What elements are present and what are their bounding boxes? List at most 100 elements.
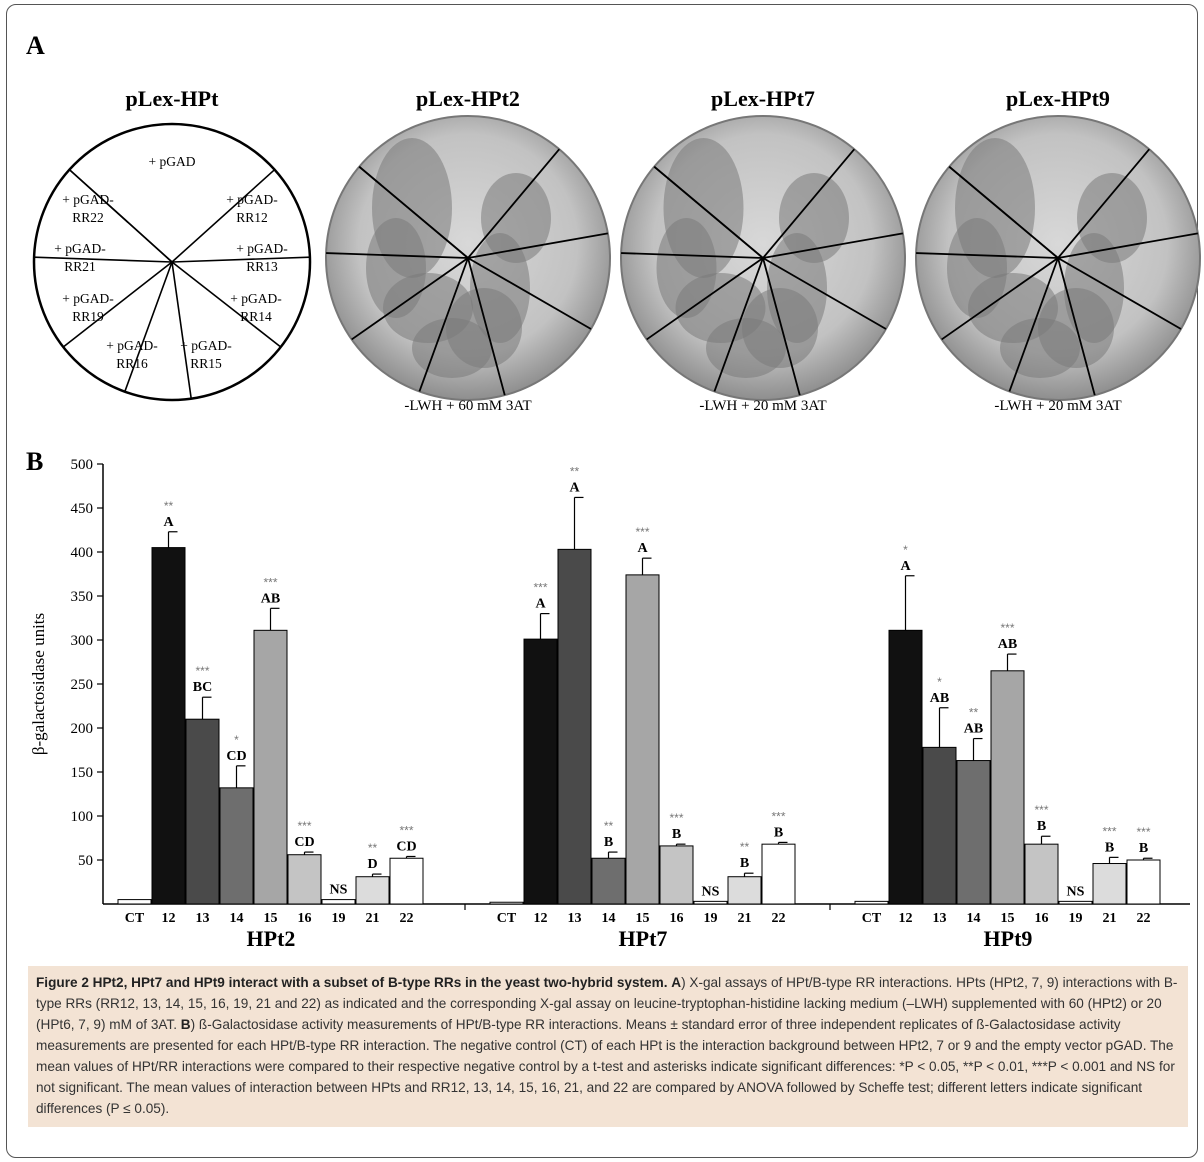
significance-stars: *** xyxy=(669,811,683,825)
bar xyxy=(990,670,1025,905)
significance-letter: NS xyxy=(702,884,720,899)
significance-stars: ** xyxy=(969,706,979,720)
colony-growth xyxy=(481,173,551,263)
y-tick-label: 500 xyxy=(71,457,94,473)
significance-stars: * xyxy=(903,543,908,557)
significance-stars: *** xyxy=(533,581,547,595)
plate-divider xyxy=(1057,232,1198,259)
bar xyxy=(287,854,322,905)
bar xyxy=(854,900,889,905)
x-tick-label: 22 xyxy=(400,911,414,926)
y-tick-label: 450 xyxy=(71,501,94,517)
plate-divider xyxy=(762,232,903,259)
significance-stars: *** xyxy=(263,575,277,589)
x-tick-label: CT xyxy=(125,911,145,926)
sector-divider xyxy=(34,256,173,263)
significance-letter: B xyxy=(774,825,783,840)
y-axis-label: β-galactosidase units xyxy=(29,613,48,755)
bar xyxy=(321,899,356,905)
bar xyxy=(557,548,592,905)
x-tick-label: 21 xyxy=(738,911,752,926)
sector-label: + pGAD-RR19 xyxy=(62,291,114,324)
y-tick-label: 150 xyxy=(71,765,94,781)
significance-letter: B xyxy=(1139,841,1148,856)
x-tick-label: 13 xyxy=(196,911,210,926)
y-tick-label: 250 xyxy=(71,677,94,693)
caption-b-text: ) ß-Galactosidase activity measurements … xyxy=(36,1017,1175,1116)
colony-growth xyxy=(1000,318,1080,378)
bar xyxy=(888,629,923,905)
x-tick-label: 21 xyxy=(366,911,380,926)
plate-divider xyxy=(1057,148,1150,259)
sector-divider xyxy=(68,169,173,263)
bar xyxy=(591,857,626,905)
bar xyxy=(659,845,694,905)
plate-divider xyxy=(646,257,764,341)
bar xyxy=(151,547,186,905)
sector-label: + pGAD-RR22 xyxy=(62,192,114,225)
y-tick-label: 200 xyxy=(71,721,94,737)
sector-divider xyxy=(62,261,173,348)
plate-divider xyxy=(762,257,801,396)
significance-stars: * xyxy=(234,733,239,747)
significance-stars: ** xyxy=(604,819,614,833)
significance-stars: *** xyxy=(1136,825,1150,839)
x-tick-label: 13 xyxy=(568,911,582,926)
significance-stars: *** xyxy=(297,819,311,833)
colony-growth xyxy=(366,218,426,318)
sector-divider xyxy=(171,169,276,263)
significance-stars: *** xyxy=(771,809,785,823)
x-tick-label: 22 xyxy=(1137,911,1151,926)
significance-letter: CD xyxy=(294,835,314,850)
x-tick-label: CT xyxy=(862,911,882,926)
sector-divider xyxy=(171,261,192,399)
sector-divider xyxy=(124,261,173,392)
plate-divider xyxy=(467,148,560,259)
x-tick-label: 15 xyxy=(636,911,650,926)
significance-letter: NS xyxy=(1067,884,1085,899)
plate-divider xyxy=(1057,257,1096,396)
x-tick-label: 19 xyxy=(704,911,718,926)
colony-growth xyxy=(1077,173,1147,263)
significance-stars: *** xyxy=(1034,803,1048,817)
significance-letter: AB xyxy=(998,637,1017,652)
x-tick-label: 13 xyxy=(933,911,947,926)
significance-letter: B xyxy=(604,835,613,850)
x-tick-label: 12 xyxy=(899,911,913,926)
plate-divider xyxy=(1057,257,1182,330)
significance-letter: A xyxy=(163,515,174,530)
significance-stars: ** xyxy=(570,464,580,478)
group-label: HPt9 xyxy=(984,926,1033,951)
plate-divider xyxy=(358,166,469,259)
panel-a-label: A xyxy=(26,31,45,60)
bar xyxy=(625,574,660,905)
x-tick-label: 15 xyxy=(264,911,278,926)
x-tick-label: 16 xyxy=(670,911,684,926)
x-tick-label: CT xyxy=(497,911,517,926)
colony-growth xyxy=(947,218,1007,318)
significance-stars: ** xyxy=(740,840,750,854)
sector-label: + pGAD-RR12 xyxy=(226,192,278,225)
plate-divider xyxy=(948,166,1059,259)
sector-label: + pGAD-RR16 xyxy=(106,338,158,371)
significance-letter: A xyxy=(637,541,648,556)
significance-letter: AB xyxy=(261,591,280,606)
significance-stars: ** xyxy=(164,499,174,513)
significance-stars: *** xyxy=(1102,824,1116,838)
bar xyxy=(1126,859,1161,905)
x-tick-label: 14 xyxy=(602,911,616,926)
bar xyxy=(956,760,991,905)
y-tick-label: 400 xyxy=(71,545,94,561)
significance-stars: *** xyxy=(1000,621,1014,635)
bar xyxy=(1092,863,1127,905)
x-tick-label: 16 xyxy=(1035,911,1049,926)
sector-label: + pGAD-RR13 xyxy=(236,241,288,274)
sector-label: + pGAD-RR14 xyxy=(230,291,282,324)
bar xyxy=(922,746,957,905)
x-tick-label: 12 xyxy=(162,911,176,926)
bar xyxy=(253,629,288,905)
bar xyxy=(727,876,762,905)
plate-divider xyxy=(713,257,764,392)
bar xyxy=(219,787,254,905)
significance-letter: A xyxy=(900,559,911,574)
